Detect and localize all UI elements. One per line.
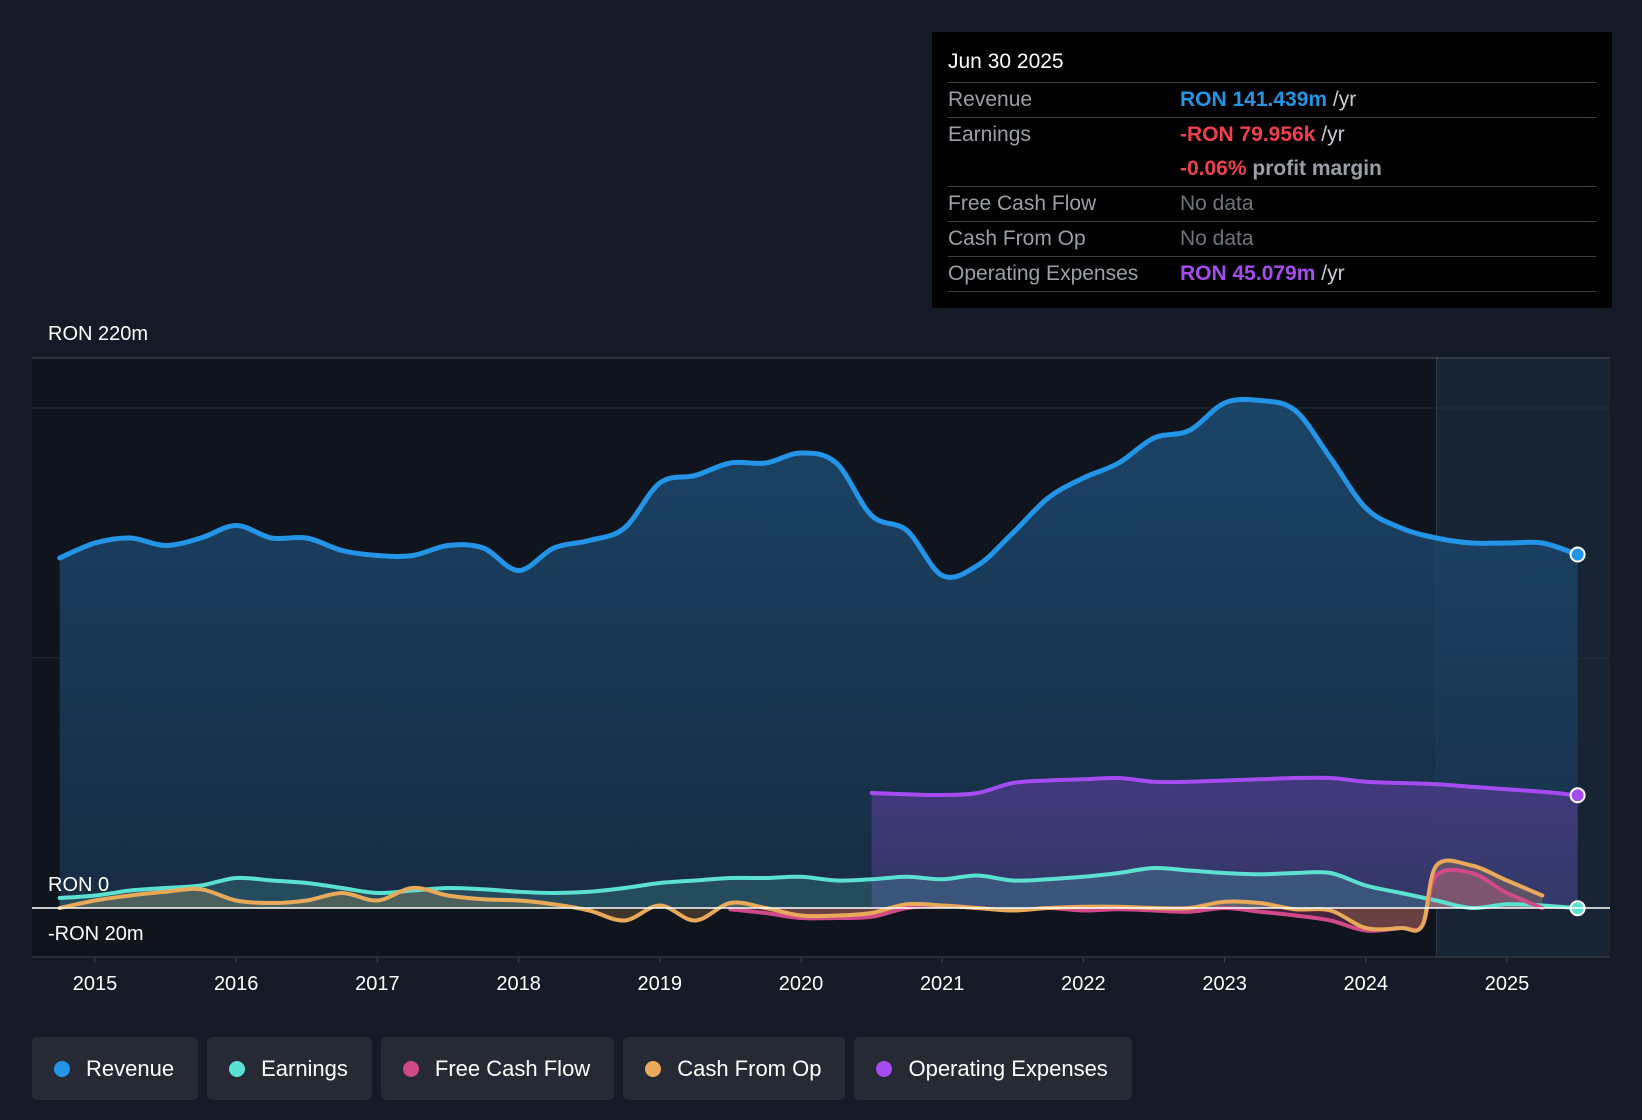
tooltip-earnings-label: Earnings xyxy=(948,123,1031,146)
operating-expenses-end-marker xyxy=(1569,787,1586,804)
x-tick-label: 2023 xyxy=(1202,973,1247,995)
x-tick-label: 2015 xyxy=(73,973,118,995)
x-tick-label: 2025 xyxy=(1485,973,1530,995)
series-endpoints xyxy=(32,546,1610,917)
cash-from-op-dot-icon xyxy=(645,1060,662,1077)
tooltip-margin-unit: profit margin xyxy=(1246,157,1382,180)
tooltip-revenue-value: RON 141.439m xyxy=(1180,88,1328,111)
x-tick-label: 2022 xyxy=(1061,973,1106,995)
tooltip-revenue-unit: /yr xyxy=(1327,88,1357,111)
tooltip-opex-label: Operating Expenses xyxy=(948,262,1139,285)
series-lines xyxy=(57,396,1581,933)
tooltip-cfo-label: Cash From Op xyxy=(948,227,1086,250)
x-tick-label: 2018 xyxy=(496,973,541,995)
tooltip-fcf-label: Free Cash Flow xyxy=(948,192,1097,215)
cash-from-op-line xyxy=(57,858,1545,933)
x-tick-label: 2021 xyxy=(920,973,965,995)
tooltip-earnings-unit: /yr xyxy=(1315,123,1345,146)
tooltip-fcf-value: No data xyxy=(1180,192,1254,215)
tooltip-row-fcf: Free Cash Flow No data xyxy=(948,187,1596,222)
earnings-area xyxy=(59,867,1578,909)
revenue-line xyxy=(57,396,1581,580)
earnings-dot-icon xyxy=(229,1060,246,1077)
free-cash-flow-dot-icon xyxy=(402,1060,419,1077)
legend-item-operating-expenses[interactable]: Operating Expenses xyxy=(854,1037,1132,1100)
x-tick-label: 2024 xyxy=(1344,973,1389,995)
tooltip-row-opex: Operating Expenses RON 45.079m /yr xyxy=(948,257,1596,292)
tooltip-cfo-value: No data xyxy=(1180,227,1254,250)
tooltip-opex-value: RON 45.079m xyxy=(1180,262,1316,285)
tooltip-row-earnings: Earnings -RON 79.956k /yr xyxy=(948,118,1596,152)
y-bottom-label: -RON 20m xyxy=(48,923,144,945)
x-axis-ticks: 2015 2016 2017 2018 2019 2020 2021 2022 2023 2024… xyxy=(73,957,1530,995)
legend-label: Free Cash Flow xyxy=(434,1055,591,1081)
legend-label: Cash From Op xyxy=(677,1055,822,1081)
data-tooltip: Jun 30 2025 Revenue RON 141.439m /yr Ear… xyxy=(932,32,1612,308)
tooltip-earnings-value: -RON 79.956k xyxy=(1180,123,1316,146)
tooltip-revenue-label: Revenue xyxy=(948,88,1033,111)
legend-label: Revenue xyxy=(86,1055,175,1081)
legend-item-revenue[interactable]: Revenue xyxy=(32,1037,199,1100)
tooltip-row-margin: -0.06% profit margin xyxy=(948,152,1596,187)
cash-from-op-area xyxy=(59,860,1543,931)
tooltip-row-revenue: Revenue RON 141.439m /yr xyxy=(948,83,1596,118)
legend: Revenue Earnings Free Cash Flow Cash Fro… xyxy=(32,1037,1132,1100)
x-tick-label: 2019 xyxy=(638,973,683,995)
operating-expenses-dot-icon xyxy=(876,1060,893,1077)
y-top-label: RON 220m xyxy=(48,323,148,345)
legend-item-free-cash-flow[interactable]: Free Cash Flow xyxy=(380,1037,615,1100)
legend-item-earnings[interactable]: Earnings xyxy=(207,1037,372,1100)
tooltip-row-cfo: Cash From Op No data xyxy=(948,222,1596,257)
tooltip-margin-value: -0.06% xyxy=(1180,157,1247,180)
operating-expenses-line xyxy=(869,775,1580,798)
x-tick-label: 2016 xyxy=(214,973,259,995)
tooltip-opex-unit: /yr xyxy=(1315,262,1345,285)
earnings-line xyxy=(57,865,1580,911)
tooltip-date: Jun 30 2025 xyxy=(948,46,1596,83)
legend-item-cash-from-op[interactable]: Cash From Op xyxy=(623,1037,846,1100)
y-zero-label: RON 0 xyxy=(48,874,109,896)
x-tick-label: 2020 xyxy=(779,973,824,995)
revenue-dot-icon xyxy=(54,1060,70,1077)
legend-label: Operating Expenses xyxy=(908,1055,1108,1081)
x-tick-label: 2017 xyxy=(355,973,400,995)
operating-expenses-area xyxy=(871,777,1578,908)
legend-label: Earnings xyxy=(261,1055,348,1081)
revenue-end-marker xyxy=(1569,546,1586,563)
